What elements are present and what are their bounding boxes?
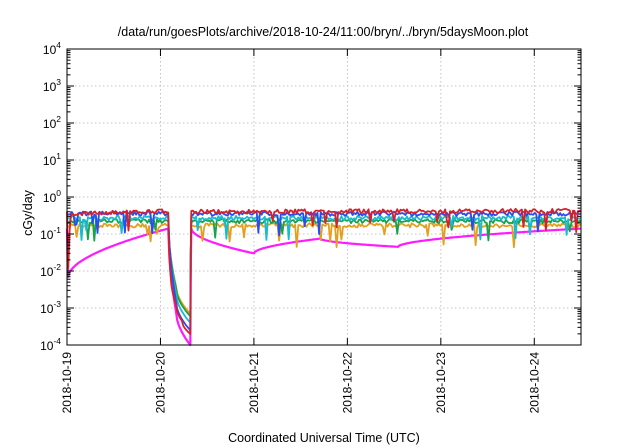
x-tick-label: 2018-10-22: [340, 352, 354, 414]
x-tick-label: 2018-10-20: [153, 352, 167, 414]
y-tick-label: 10-2: [40, 262, 61, 279]
y-tick-label: 101: [43, 151, 61, 168]
axis-ticks: [66, 48, 581, 346]
series-line: [66, 207, 582, 335]
chart-title: /data/run/goesPlots/archive/2018-10-24/1…: [118, 25, 529, 39]
x-tick-label: 2018-10-19: [60, 352, 74, 414]
y-tick-label: 100: [43, 188, 61, 205]
x-tick-label: 2018-10-21: [247, 352, 261, 414]
series-line: [66, 214, 582, 324]
series-lines: [65, 207, 582, 347]
series-line: [66, 210, 582, 332]
y-tick-labels: 10-4 10-3 10-2 10-1 100 101 102 103 104: [40, 40, 61, 353]
y-tick-label: 104: [43, 40, 61, 57]
y-tick-label: 102: [43, 114, 61, 131]
y-tick-label: 10-4: [40, 336, 61, 353]
y-axis-label: cGy/day: [21, 189, 35, 236]
x-tick-label: 2018-10-24: [527, 352, 541, 414]
x-tick-labels: 2018-10-19 2018-10-20 2018-10-21 2018-10-22…: [60, 352, 541, 414]
series-line: [65, 227, 582, 347]
x-axis-label: Coordinated Universal Time (UTC): [228, 431, 420, 445]
series-line: [66, 222, 582, 315]
y-tick-label: 10-1: [40, 225, 61, 242]
y-tick-label: 10-3: [40, 299, 61, 316]
y-tick-label: 103: [43, 77, 61, 94]
grid: [67, 49, 581, 345]
x-tick-label: 2018-10-23: [434, 352, 448, 414]
